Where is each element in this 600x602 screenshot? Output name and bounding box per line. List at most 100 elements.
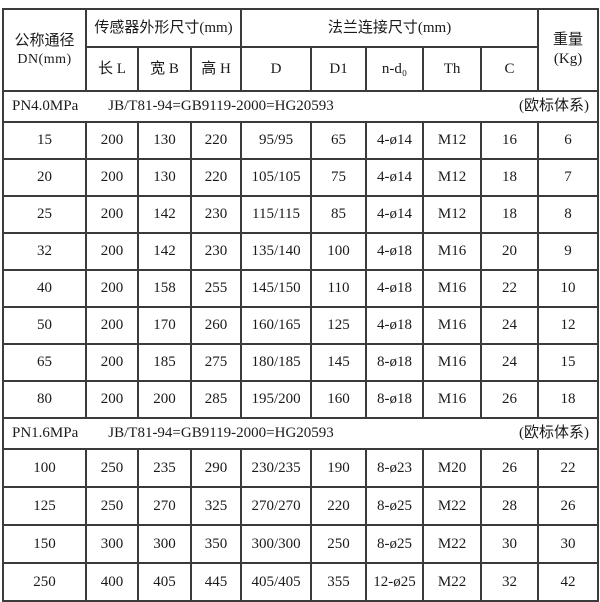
table-cell: 9 [537, 232, 600, 271]
table-cell: 200 [85, 343, 139, 382]
table-cell: M12 [422, 195, 483, 234]
table-cell: 220 [189, 158, 243, 197]
col-header-n-d0: n-d₀ [365, 46, 425, 92]
table-cell: 85 [310, 195, 368, 234]
table-cell: 105/105 [240, 158, 313, 197]
table-cell: M22 [422, 524, 483, 564]
table-cell: 8 [537, 195, 600, 234]
table-cell: 8-ø23 [365, 448, 425, 488]
table-cell: 285 [189, 380, 243, 419]
dn-value-cell: 150 [2, 524, 87, 564]
weight-label: 重量 [553, 32, 584, 49]
table-cell: 130 [137, 158, 192, 197]
table-cell: 250 [85, 448, 139, 488]
table-cell: 130 [137, 121, 192, 160]
table-cell: 300/300 [240, 524, 313, 564]
table-cell: 145/150 [240, 269, 313, 308]
table-cell: 10 [537, 269, 600, 308]
table-cell: 100 [310, 232, 368, 271]
table-cell: 250 [85, 486, 139, 526]
table-cell: 4-ø14 [365, 195, 425, 234]
table-cell: 200 [85, 306, 139, 345]
table-cell: 270/270 [240, 486, 313, 526]
table-cell: 445 [189, 562, 243, 602]
table-cell: M12 [422, 121, 483, 160]
table-cell: 260 [189, 306, 243, 345]
table-cell: M16 [422, 343, 483, 382]
table-row: 32 200 142 230 135/140 100 4-ø18 M16 20 9 [2, 232, 600, 271]
col-header-nominal-diameter: 公称通径 DN(mm) [2, 8, 87, 92]
pressure-rating-label: PN4.0MPa [12, 98, 79, 115]
table-cell: 20 [480, 232, 540, 271]
table-cell: 110 [310, 269, 368, 308]
table-cell: 160 [310, 380, 368, 419]
table-cell: M12 [422, 158, 483, 197]
table-cell: 235 [137, 448, 192, 488]
table-row: 65 200 185 275 180/185 145 8-ø18 M16 24 15 [2, 343, 600, 382]
table-cell: 22 [537, 448, 600, 488]
table-row: 250 400 405 445 405/405 355 12-ø25 M22 32 42 [2, 562, 600, 602]
table-cell: 200 [85, 158, 139, 197]
section-row: PN1.6MPa JB/T81-94=GB9119-2000=HG20593 (欧标… [1, 417, 600, 450]
table-cell: 42 [537, 562, 600, 602]
dn-value-cell: 32 [2, 232, 87, 271]
table-cell: 8-ø25 [365, 486, 425, 526]
table-cell: 230 [189, 232, 243, 271]
table-cell: 18 [480, 195, 540, 234]
table-cell: 325 [189, 486, 243, 526]
table-cell: M20 [422, 448, 483, 488]
header-row-sub: 长 L 宽 B 高 H D D1 n-d₀ Th C [3, 46, 598, 92]
col-header-d: D [240, 46, 313, 92]
table-cell: 26 [480, 380, 540, 419]
table-cell: 8-ø18 [365, 343, 425, 382]
col-header-c: C [480, 46, 540, 92]
table-cell: 220 [189, 121, 243, 160]
table-cell: 18 [537, 380, 600, 419]
table-cell: 8-ø25 [365, 524, 425, 564]
table-row: 80 200 200 285 195/200 160 8-ø18 M16 26 18 [2, 380, 600, 419]
table-cell: 16 [480, 121, 540, 160]
table-cell: 355 [310, 562, 368, 602]
table-cell: 230/235 [240, 448, 313, 488]
table-cell: 142 [137, 195, 192, 234]
table-cell: 400 [85, 562, 139, 602]
table-cell: 350 [189, 524, 243, 564]
standard-codes-label: JB/T81-94=GB9119-2000=HG20593 [108, 98, 334, 115]
col-header-th: Th [422, 46, 483, 92]
table-row: 20 200 130 220 105/105 75 4-ø14 M12 18 7 [2, 158, 600, 197]
table-cell: 115/115 [240, 195, 313, 234]
table-cell: 180/185 [240, 343, 313, 382]
dn-value-cell: 50 [2, 306, 87, 345]
dn-value-cell: 125 [2, 486, 87, 526]
table-cell: 300 [137, 524, 192, 564]
table-cell: 6 [537, 121, 600, 160]
col-group-sensor-dimensions: 传感器外形尺寸(mm) [84, 8, 243, 48]
table-header: 公称通径 DN(mm) 传感器外形尺寸(mm) 法兰连接尺寸(mm) 重量 (K… [2, 8, 600, 92]
col-header-d1: D1 [310, 46, 368, 92]
table-cell: M16 [422, 306, 483, 345]
table-cell: 24 [480, 343, 540, 382]
table-cell: 4-ø18 [365, 269, 425, 308]
table-cell: 405 [137, 562, 192, 602]
section-cell: PN4.0MPa JB/T81-94=GB9119-2000=HG20593 (欧标… [1, 90, 600, 123]
table-cell: 18 [480, 158, 540, 197]
header-row-groups: 公称通径 DN(mm) 传感器外形尺寸(mm) 法兰连接尺寸(mm) 重量 (K… [2, 8, 600, 92]
table-row: 100 250 235 290 230/235 190 8-ø23 M20 26 22 [2, 448, 600, 488]
dn-value-cell: 40 [2, 269, 87, 308]
section-row-content: PN1.6MPa JB/T81-94=GB9119-2000=HG20593 (欧标… [5, 424, 596, 443]
col-header-width-b: 宽 B [137, 46, 192, 92]
weight-unit: (Kg) [553, 51, 583, 67]
table-cell: 170 [137, 306, 192, 345]
table-cell: 7 [537, 158, 600, 197]
table-cell: 26 [537, 486, 600, 526]
col-header-height-h: 高 H [189, 46, 243, 92]
table-cell: 32 [480, 562, 540, 602]
table-cell: M16 [422, 269, 483, 308]
table-cell: 125 [310, 306, 368, 345]
table-cell: 200 [85, 121, 139, 160]
table-cell: 142 [137, 232, 192, 271]
table-cell: 8-ø18 [365, 380, 425, 419]
col-header-length-l: 长 L [85, 46, 139, 92]
dn-value-cell: 20 [2, 158, 87, 197]
table-cell: 230 [189, 195, 243, 234]
